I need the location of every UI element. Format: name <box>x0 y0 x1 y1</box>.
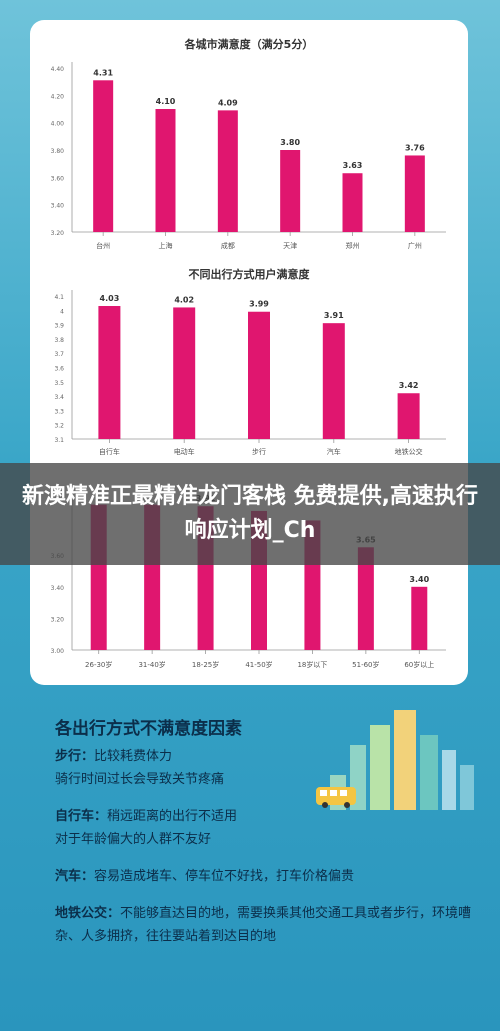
bar <box>280 150 301 232</box>
bar <box>217 110 238 232</box>
y-tick-label: 3.5 <box>54 380 64 387</box>
factor-name: 地铁公交： <box>55 906 121 921</box>
factor-text: 稍远距离的出行不适用 对于年龄偏大的人群不友好 <box>55 809 238 847</box>
data-label: 4.31 <box>93 68 113 77</box>
bar <box>404 155 425 232</box>
x-tick-label: 自行车 <box>99 447 120 456</box>
bus-icon <box>316 787 356 808</box>
y-tick-label: 3.7 <box>54 351 64 358</box>
x-tick-label: 41-50岁 <box>245 660 272 669</box>
x-tick-label: 台州 <box>96 241 110 250</box>
x-tick-label: 成都 <box>221 241 235 250</box>
y-tick-label: 3.4 <box>54 394 64 401</box>
factor-name: 自行车： <box>55 809 108 824</box>
x-tick-label: 51-60岁 <box>352 660 379 669</box>
y-tick-label: 3.2 <box>54 423 64 430</box>
y-tick-label: 3.40 <box>51 203 65 210</box>
bar <box>357 547 374 650</box>
bar <box>397 393 420 439</box>
x-tick-label: 18-25岁 <box>192 660 219 669</box>
factor-walking: 步行：比较耗费体力 骑行时间过长会导致关节疼痛 <box>55 745 475 791</box>
data-label: 3.76 <box>405 143 425 152</box>
data-label: 3.99 <box>249 300 269 309</box>
x-tick-label: 天津 <box>283 242 297 250</box>
y-tick-label: 3.20 <box>51 616 65 623</box>
chart-title: 各城市满意度（满分5分） <box>184 37 314 51</box>
y-tick-label: 3.8 <box>54 337 64 344</box>
data-label: 3.80 <box>280 138 300 147</box>
bar <box>322 323 345 439</box>
x-tick-label: 汽车 <box>327 447 341 456</box>
y-tick-label: 4.40 <box>51 66 65 73</box>
factor-text: 容易造成堵车、停车位不好找，打车价格偏贵 <box>94 869 355 884</box>
y-tick-label: 3.60 <box>51 175 65 182</box>
charts-svg: 各城市满意度（满分5分） 4.40 4.20 4.00 3.80 3.60 3.40 3.20… <box>51 37 446 669</box>
x-tick-label: 上海 <box>159 241 173 250</box>
factors-heading: 各出行方式不满意度因素 <box>55 719 242 739</box>
y-tick-label: 3.3 <box>54 408 64 415</box>
y-tick-label: 4 <box>60 308 64 315</box>
y-tick-label: 3.9 <box>54 323 64 330</box>
data-label: 3.63 <box>343 161 363 170</box>
data-label: 4.10 <box>156 97 176 106</box>
y-tick-label: 3.1 <box>54 437 64 444</box>
data-label: 3.40 <box>409 575 429 584</box>
factor-subway-bus: 地铁公交：不能够直达目的地，需要换乘其他交通工具或者步行，环境嘈杂、人多拥挤，往… <box>55 902 475 948</box>
factor-name: 汽车： <box>55 869 95 884</box>
factor-text: 不能够直达目的地，需要换乘其他交通工具或者步行，环境嘈杂、人多拥挤，往往要站着到… <box>55 906 472 944</box>
chart-title: 不同出行方式用户满意度 <box>189 267 311 281</box>
y-tick-label: 4.20 <box>51 93 65 100</box>
bar <box>411 586 428 650</box>
x-tick-label: 地铁公交 <box>395 447 423 456</box>
y-tick-label: 4.00 <box>51 121 65 128</box>
x-tick-label: 电动车 <box>174 447 195 456</box>
data-label: 3.91 <box>324 311 344 320</box>
bar <box>342 173 363 232</box>
city-skyline-illustration <box>330 710 474 810</box>
bar <box>155 109 176 232</box>
bar <box>248 311 270 439</box>
y-tick-label: 4.1 <box>54 294 64 301</box>
y-tick-label: 3.6 <box>54 366 64 373</box>
data-label: 4.02 <box>174 295 194 304</box>
bar <box>173 307 196 439</box>
factor-name: 步行： <box>55 749 95 764</box>
x-tick-label: 60岁以上 <box>404 660 434 669</box>
dissatisfaction-factors: 各出行方式不满意度因素 步行：比较耗费体力 骑行时间过长会导致关节疼痛 自行车：… <box>55 714 475 962</box>
x-tick-label: 郑州 <box>346 242 360 250</box>
bar <box>98 306 121 439</box>
y-tick-label: 3.00 <box>51 648 65 655</box>
charts-card: 各城市满意度（满分5分） 4.40 4.20 4.00 3.80 3.60 3.40 3.20… <box>30 20 468 685</box>
data-label: 4.09 <box>218 98 238 107</box>
x-tick-label: 广州 <box>408 241 422 250</box>
data-label: 4.03 <box>100 294 120 303</box>
y-tick-label: 3.80 <box>51 148 65 155</box>
factor-bicycle: 自行车：稍远距离的出行不适用 对于年龄偏大的人群不友好 <box>55 805 475 851</box>
x-tick-label: 31-40岁 <box>138 660 165 669</box>
factor-text: 比较耗费体力 骑行时间过长会导致关节疼痛 <box>55 749 225 787</box>
x-tick-label: 18岁以下 <box>297 660 327 669</box>
y-tick-label: 3.20 <box>51 230 65 237</box>
factor-car: 汽车：容易造成堵车、停车位不好找，打车价格偏贵 <box>55 865 475 888</box>
overlay-banner: 新澳精准正最精准龙门客栈 免费提供,高速执行响应计划_Ch <box>0 463 500 565</box>
x-tick-label: 26-30岁 <box>85 660 112 669</box>
x-tick-label: 步行 <box>252 447 266 456</box>
y-tick-label: 3.40 <box>51 585 65 592</box>
bar <box>93 80 114 232</box>
banner-title: 新澳精准正最精准龙门客栈 免费提供,高速执行响应计划_Ch <box>21 484 479 543</box>
data-label: 3.42 <box>399 381 419 390</box>
